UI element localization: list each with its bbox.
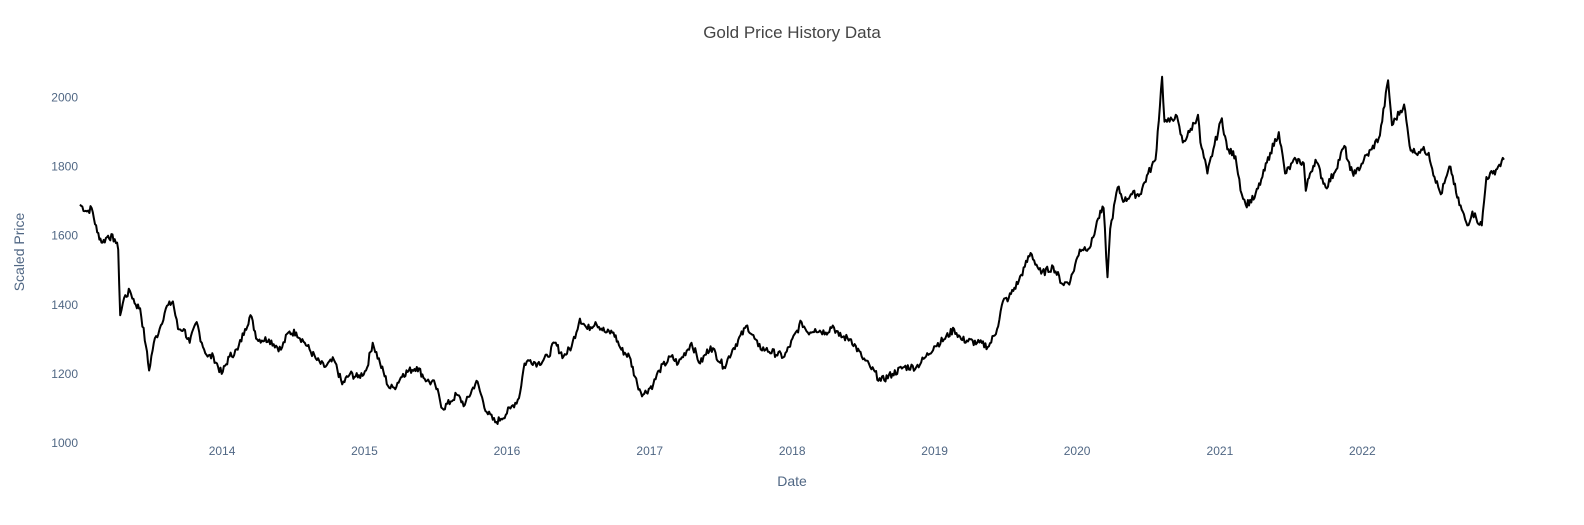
- y-tick-label: 1000: [51, 436, 78, 450]
- x-tick-label: 2022: [1349, 444, 1376, 458]
- y-tick-label: 2000: [51, 91, 78, 105]
- y-tick-label: 1600: [51, 229, 78, 243]
- x-tick-label: 2020: [1064, 444, 1091, 458]
- x-tick-label: 2019: [921, 444, 948, 458]
- x-tick-label: 2014: [209, 444, 236, 458]
- y-axis-title: Scaled Price: [11, 212, 27, 291]
- y-tick-label: 1200: [51, 367, 78, 381]
- y-tick-label: 1800: [51, 160, 78, 174]
- y-axis-ticks: 1000 1200 1400 1600 1800 2000: [51, 91, 78, 450]
- y-tick-label: 1400: [51, 298, 78, 312]
- x-tick-label: 2018: [779, 444, 806, 458]
- chart-title: Gold Price History Data: [703, 23, 881, 42]
- x-axis-ticks: 2014 2015 2016 2017 2018 2019 2020 2021 2022: [209, 444, 1376, 458]
- x-tick-label: 2017: [636, 444, 663, 458]
- x-tick-label: 2016: [494, 444, 521, 458]
- x-axis-title: Date: [777, 473, 807, 489]
- x-tick-label: 2021: [1207, 444, 1234, 458]
- gold-price-series-line: [79, 75, 1505, 425]
- x-tick-label: 2015: [351, 444, 378, 458]
